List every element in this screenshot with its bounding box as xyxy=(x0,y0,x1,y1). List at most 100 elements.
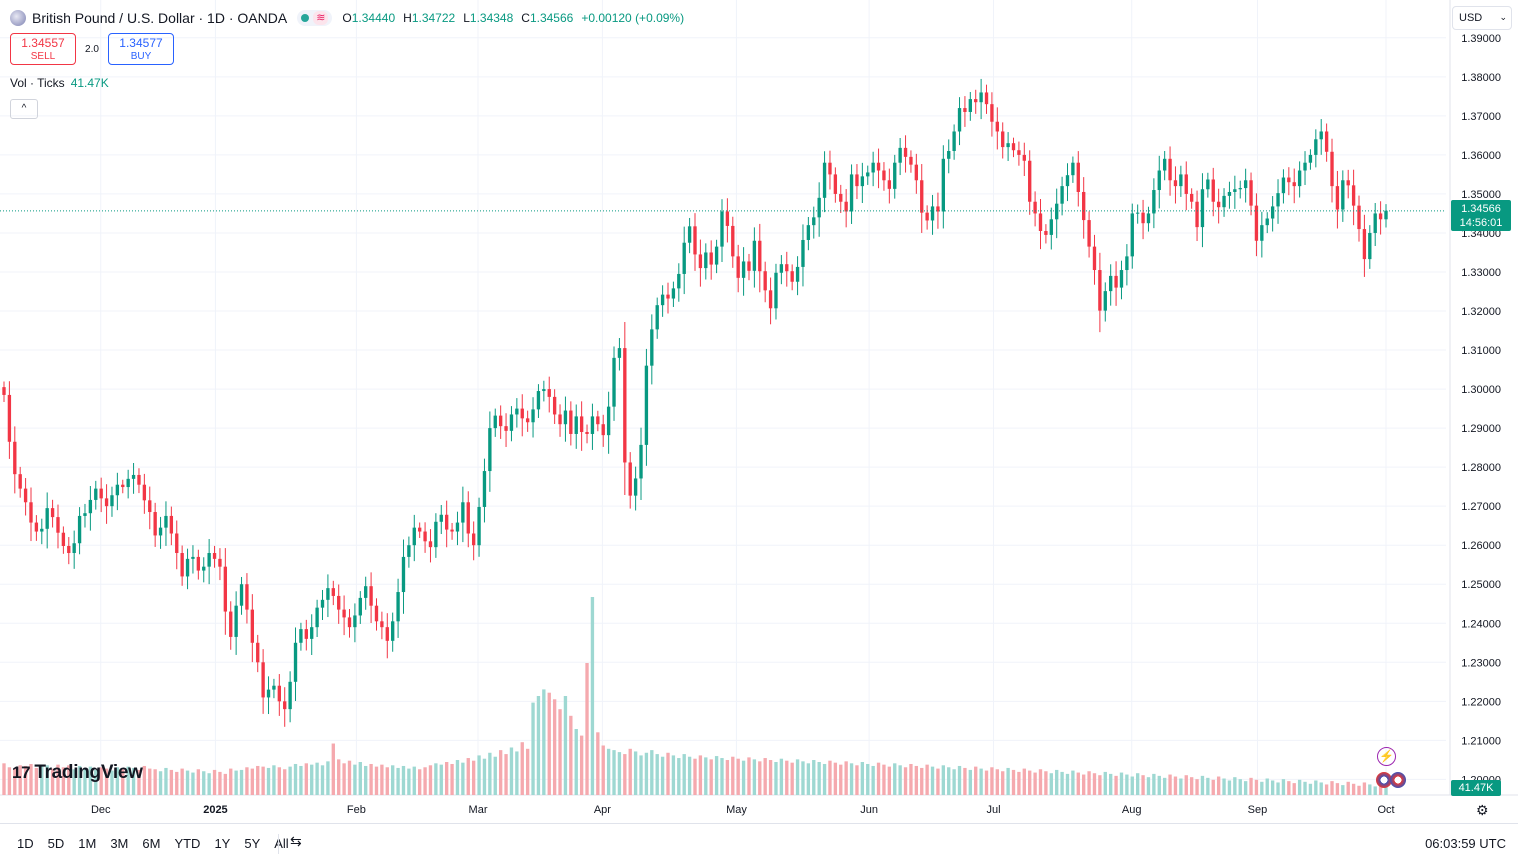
volume-bar xyxy=(180,768,184,795)
last-price-label: 1.34566 14:56:01 xyxy=(1451,200,1511,231)
range-1d[interactable]: 1D xyxy=(17,836,34,851)
volume-bar xyxy=(1168,774,1172,795)
candle-body xyxy=(18,474,22,489)
candle-body xyxy=(1022,154,1026,161)
candle-body xyxy=(1335,186,1340,210)
currency-select[interactable]: USD ⌄ xyxy=(1452,6,1512,30)
lightning-icon[interactable]: ⚡ xyxy=(1377,747,1396,766)
candle-body xyxy=(283,701,287,710)
volume-bar xyxy=(569,715,573,795)
volume-bar xyxy=(747,757,751,795)
volume-bar xyxy=(104,768,109,795)
range-buttons: 1D 5D 1M 3M 6M YTD 1Y 5Y All xyxy=(10,836,296,851)
candle-body xyxy=(202,566,206,571)
candle-body xyxy=(239,584,244,606)
range-all[interactable]: All xyxy=(274,836,289,851)
volume-bar xyxy=(353,764,357,795)
volume-bar xyxy=(320,765,325,795)
volume-bar xyxy=(7,767,12,795)
wave-icon: ≋ xyxy=(313,11,329,25)
candle-body xyxy=(525,418,530,423)
us-flag-event-icon[interactable] xyxy=(1390,772,1406,788)
price-chart[interactable]: 1.390001.380001.370001.360001.350001.340… xyxy=(0,0,1518,823)
volume-bar xyxy=(720,758,724,795)
volume-bar xyxy=(229,768,233,795)
volume-bar xyxy=(763,758,767,795)
candle-body xyxy=(1324,131,1329,152)
uk-flag-event-icon[interactable] xyxy=(1376,772,1392,788)
volume-value: 41.47K xyxy=(70,76,109,90)
range-5y[interactable]: 5Y xyxy=(244,836,261,851)
symbol-title[interactable]: British Pound / U.S. Dollar · 1D · OANDA xyxy=(32,10,288,26)
collapse-legend-button[interactable]: ^ xyxy=(10,99,38,119)
buy-button[interactable]: 1.34577 BUY xyxy=(108,33,174,65)
volume-bar xyxy=(828,760,832,795)
volume-bar xyxy=(1022,768,1026,795)
volume-bar xyxy=(1184,775,1188,795)
clock[interactable]: 06:03:59 UTC xyxy=(1425,836,1506,851)
candle-body xyxy=(342,609,346,618)
candle-body xyxy=(266,689,271,698)
volume-bar xyxy=(245,767,249,795)
market-status-pill[interactable]: ≋ xyxy=(297,10,333,26)
candle-body xyxy=(439,514,443,522)
candle-body xyxy=(1087,220,1091,247)
candle-body xyxy=(914,164,919,181)
tradingview-logo[interactable]: 17 TradingView xyxy=(12,762,143,784)
sell-button[interactable]: 1.34557 SELL xyxy=(10,33,76,65)
volume-bar xyxy=(758,761,762,795)
volume-bar xyxy=(909,763,913,795)
candle-body xyxy=(504,426,508,431)
volume-bar xyxy=(801,761,805,795)
tradingview-logo-text: TradingView xyxy=(34,762,143,783)
candle-body xyxy=(741,261,746,278)
volume-bar xyxy=(1265,778,1269,795)
volume-bar xyxy=(1173,776,1178,795)
range-1y[interactable]: 1Y xyxy=(214,836,231,851)
x-tick-label: Oct xyxy=(1377,804,1394,816)
candle-body xyxy=(515,408,519,415)
candle-body xyxy=(979,92,983,103)
volume-bar xyxy=(882,764,886,795)
candle-body xyxy=(1119,270,1124,288)
range-ytd[interactable]: YTD xyxy=(174,836,201,851)
range-6m[interactable]: 6M xyxy=(142,836,161,851)
volume-bar xyxy=(725,760,730,795)
volume-bar xyxy=(337,759,341,795)
volume-bar xyxy=(1087,771,1091,795)
volume-bar xyxy=(471,760,476,795)
chart-header: British Pound / U.S. Dollar · 1D · OANDA… xyxy=(10,8,684,28)
candle-body xyxy=(1227,191,1232,196)
candle-body xyxy=(131,474,136,479)
candle-body xyxy=(444,514,449,530)
gear-icon[interactable]: ⚙ xyxy=(1476,802,1489,818)
candle-body xyxy=(320,599,325,608)
sell-price: 1.34557 xyxy=(21,36,65,50)
volume-bar xyxy=(1243,781,1248,795)
range-3m[interactable]: 3M xyxy=(110,836,129,851)
calendar-icon[interactable]: ⇆ xyxy=(290,833,302,849)
volume-bar xyxy=(1378,783,1383,795)
volume-bar xyxy=(493,756,497,795)
candle-body xyxy=(660,294,665,306)
range-1m[interactable]: 1M xyxy=(78,836,97,851)
volume-legend[interactable]: Vol · Ticks 41.47K xyxy=(10,76,109,90)
volume-bar xyxy=(1055,769,1059,795)
candle-body xyxy=(1308,154,1313,163)
y-tick-label: 1.31000 xyxy=(1461,345,1501,357)
candle-body xyxy=(1071,162,1075,176)
volume-bar xyxy=(126,766,130,795)
chevron-up-icon: ^ xyxy=(21,103,27,114)
candle-body xyxy=(7,394,12,442)
x-tick-label: Jul xyxy=(986,804,1000,816)
buy-price: 1.34577 xyxy=(119,36,163,50)
candle-body xyxy=(1206,179,1210,190)
high-label: H xyxy=(403,11,412,25)
candle-body xyxy=(893,162,897,189)
volume-bar xyxy=(1362,782,1367,795)
range-5d[interactable]: 5D xyxy=(47,836,65,851)
volume-bar xyxy=(606,748,611,795)
x-tick-label: Sep xyxy=(1248,804,1268,816)
volume-bar xyxy=(1017,771,1021,795)
